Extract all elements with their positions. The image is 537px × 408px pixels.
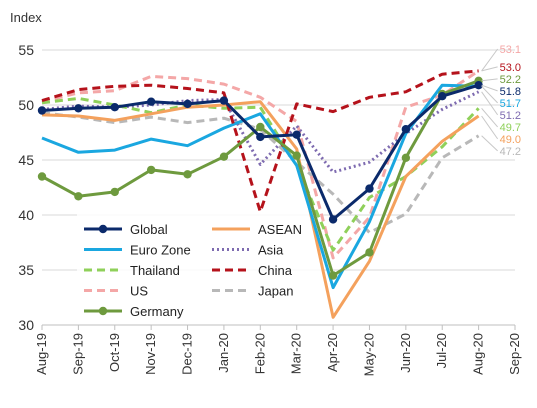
end-leader-asean [481, 115, 499, 140]
end-leader-global [481, 84, 498, 92]
point-global [401, 125, 411, 134]
series-line-us [41, 69, 480, 260]
legend-label-china: China [258, 263, 293, 278]
end-label-global: 51.8 [500, 86, 521, 98]
end-label-asean: 49.0 [500, 134, 521, 146]
point-global [37, 106, 47, 115]
y-tick-40: 40 [18, 207, 34, 223]
x-tick-Nov-19: Nov-19 [143, 333, 158, 375]
legend-label-germany: Germany [130, 304, 184, 319]
end-leader-china [481, 66, 498, 72]
end-leader-euro-zone [481, 85, 498, 104]
point-germany [256, 122, 265, 132]
point-global [256, 132, 265, 142]
point-germany [365, 248, 374, 257]
point-global [183, 99, 192, 109]
x-tick-Apr-20: Apr-20 [325, 333, 340, 372]
end-label-japan: 47.2 [500, 146, 521, 158]
end-leader-japan [481, 135, 498, 152]
point-global [474, 81, 483, 90]
x-tick-Sep-19: Sep-19 [70, 333, 85, 375]
point-global [74, 104, 83, 113]
legend-label-global: Global [130, 222, 168, 237]
legend-marker-germany [98, 306, 108, 316]
x-tick-Dec-19: Dec-19 [180, 333, 195, 375]
point-germany [219, 152, 229, 161]
point-global [365, 184, 374, 193]
y-axis-label: Index [10, 10, 42, 25]
point-global [146, 97, 156, 106]
series-line-china [41, 69, 479, 214]
end-label-china: 53.0 [500, 62, 521, 74]
legend-label-japan: Japan [258, 284, 293, 299]
point-global [438, 92, 447, 101]
x-axis [41, 324, 516, 330]
legend-label-euro-zone: Euro Zone [130, 243, 191, 258]
point-global [110, 103, 119, 112]
y-tick-labels: 30 35 40 45 50 55 [18, 42, 34, 333]
end-label-us: 53.1 [500, 44, 521, 56]
y-tick-50: 50 [18, 97, 34, 113]
x-tick-Jun-20: Jun-20 [398, 333, 413, 373]
x-tick-Aug-19: Aug-19 [34, 333, 49, 375]
y-tick-30: 30 [18, 317, 34, 333]
x-tick-Mar-20: Mar-20 [289, 333, 304, 374]
point-global [328, 215, 338, 224]
y-tick-45: 45 [18, 152, 34, 168]
legend-label-asia: Asia [258, 243, 284, 258]
legend-marker-global [98, 224, 108, 234]
end-leader-thailand [481, 107, 498, 128]
x-tick-Jul-20: Jul-20 [434, 333, 449, 368]
end-label-germany: 52.2 [500, 74, 521, 86]
end-label-thailand: 49.7 [500, 122, 521, 134]
series-line-asean [41, 100, 480, 319]
series-line-asia [41, 90, 480, 174]
legend: Global ASEAN Euro Zone Asia Thailand China US J… [84, 222, 302, 319]
x-tick-Sep-20: Sep-20 [507, 333, 522, 375]
series-line-euro-zone [41, 83, 479, 290]
point-global [219, 96, 229, 105]
end-label-asia: 51.2 [500, 110, 521, 122]
x-tick-Jan-20: Jan-20 [216, 333, 231, 373]
x-tick-Feb-20: Feb-20 [252, 333, 267, 374]
x-tick-Aug-20: Aug-20 [471, 333, 486, 375]
x-tick-Oct-19: Oct-19 [107, 333, 122, 372]
end-leader-asia [481, 91, 499, 116]
point-germany [328, 271, 338, 280]
y-tick-55: 55 [18, 42, 34, 58]
point-germany [292, 151, 301, 160]
point-germany [401, 153, 411, 162]
legend-label-us: US [130, 284, 148, 299]
x-tick-labels: Aug-19 Sep-19 Oct-19 Nov-19 Dec-19 Jan-20 Feb-… [34, 333, 522, 376]
x-tick-May-20: May-20 [361, 333, 376, 376]
y-tick-35: 35 [18, 262, 34, 278]
point-germany [183, 170, 192, 179]
end-value-labels: 53.1 53.052.251.851.751.249.749.047.2 [481, 44, 521, 158]
point-germany [146, 165, 156, 175]
point-global [292, 130, 301, 139]
end-label-euro-zone: 51.7 [500, 98, 521, 110]
series-lines [37, 69, 483, 319]
point-germany [110, 187, 119, 197]
end-leader-germany [481, 78, 498, 82]
legend-label-thailand: Thailand [130, 263, 180, 278]
point-germany [37, 172, 47, 181]
point-germany [74, 192, 83, 201]
end-leader-us [481, 48, 499, 72]
legend-label-asean: ASEAN [258, 222, 302, 237]
